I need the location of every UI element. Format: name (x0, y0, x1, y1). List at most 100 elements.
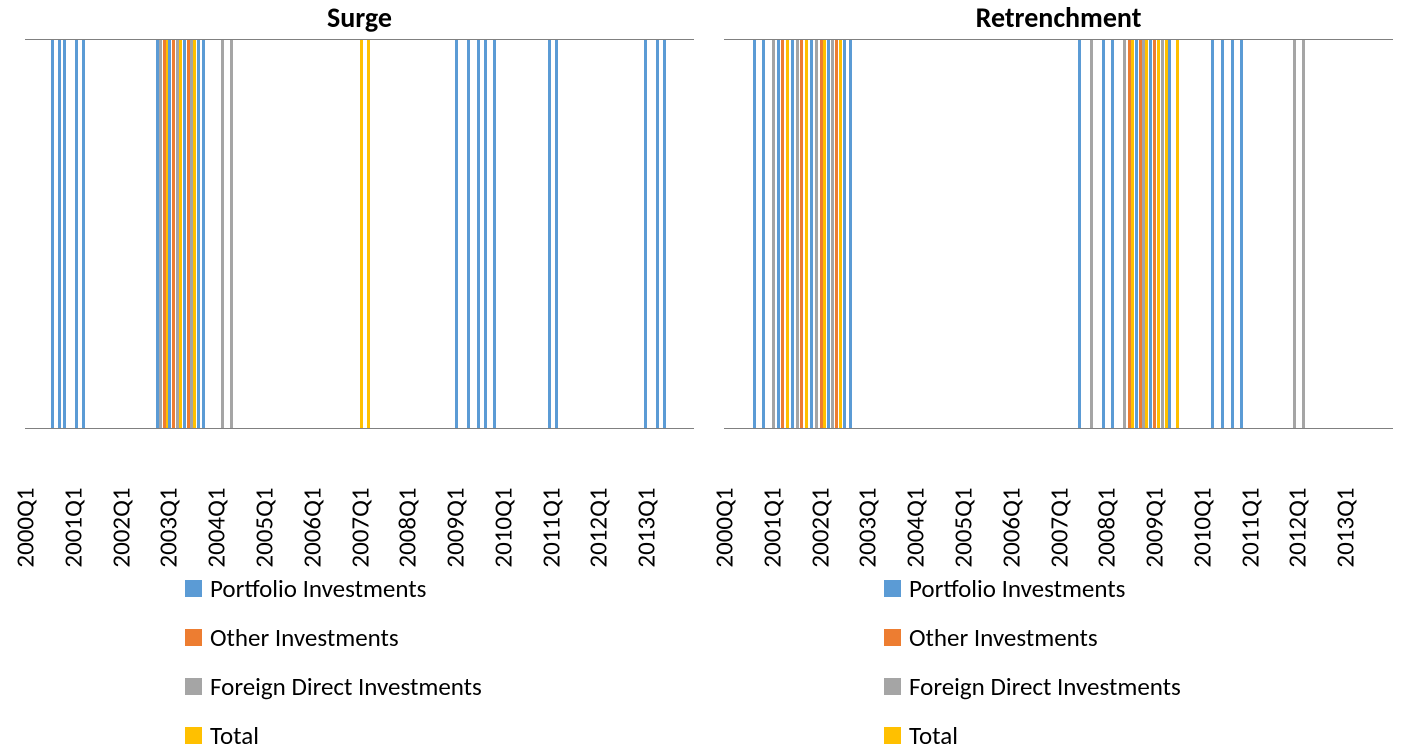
legend-item: Total (884, 720, 1393, 751)
event-bar (360, 40, 363, 428)
x-tick-label: 2001Q1 (756, 487, 787, 567)
event-bar (815, 40, 818, 428)
event-bar (791, 40, 794, 428)
event-bar (800, 40, 803, 428)
x-tick-label: 2004Q1 (900, 487, 931, 567)
event-bar (179, 40, 182, 428)
x-tick-label: 2013Q1 (631, 487, 662, 567)
event-bar (1111, 40, 1114, 428)
legend-swatch (185, 580, 202, 597)
event-bar (1165, 40, 1168, 428)
x-tick-label: 2005Q1 (947, 487, 978, 567)
event-bar (58, 40, 61, 428)
x-tick-label: 2012Q1 (583, 487, 614, 567)
legend-item: Other Investments (884, 622, 1393, 653)
x-tick-label: 2000Q1 (10, 487, 41, 567)
event-bar (1090, 40, 1093, 428)
event-bar (1145, 40, 1148, 428)
event-bar (1161, 40, 1164, 428)
x-tick-label: 2010Q1 (487, 487, 518, 567)
legend-label: Portfolio Investments (210, 573, 426, 604)
x-tick-label: 2002Q1 (105, 487, 136, 567)
x-tick-label: 2007Q1 (1043, 487, 1074, 567)
event-bar (786, 40, 789, 428)
x-tick-label: 2004Q1 (201, 487, 232, 567)
event-bar (197, 40, 200, 428)
x-tick-label: 2000Q1 (709, 487, 740, 567)
event-bar (159, 40, 162, 428)
legend-label: Total (909, 720, 958, 751)
retrenchment-title: Retrenchment (724, 0, 1393, 35)
retrenchment-panel: Retrenchment 2000Q1 2001Q1 2002Q1 2003Q1 200… (709, 0, 1408, 753)
x-tick-label: 2002Q1 (804, 487, 835, 567)
event-bar (1153, 40, 1156, 428)
event-bar (796, 40, 799, 428)
legend-label: Foreign Direct Investments (909, 671, 1181, 702)
x-tick-label: 2012Q1 (1282, 487, 1313, 567)
event-bar (839, 40, 842, 428)
event-bar (1293, 40, 1296, 428)
surge-plot (25, 39, 694, 429)
event-bar (823, 40, 826, 428)
surge-panel: Surge 2000Q12001Q12002Q12003Q12004Q12005… (10, 0, 709, 753)
x-tick-label: 2011Q1 (535, 487, 566, 567)
x-tick-label: 2008Q1 (392, 487, 423, 567)
legend-label: Portfolio Investments (909, 573, 1125, 604)
event-bar (63, 40, 66, 428)
event-bar (777, 40, 780, 428)
event-bar (1168, 40, 1171, 428)
x-tick-label: 2005Q1 (248, 487, 279, 567)
event-bar (827, 40, 830, 428)
event-bar (663, 40, 666, 428)
x-tick-label: 2003Q1 (852, 487, 883, 567)
event-bar (772, 40, 775, 428)
event-bar (1240, 40, 1243, 428)
event-bar (849, 40, 852, 428)
event-bar (1221, 40, 1224, 428)
legend-swatch (185, 629, 202, 646)
event-bar (82, 40, 85, 428)
event-bar (1231, 40, 1234, 428)
event-bar (1302, 40, 1305, 428)
event-bar (805, 40, 808, 428)
event-bar (555, 40, 558, 428)
surge-xaxis: 2000Q12001Q12002Q12003Q12004Q12005Q12006… (25, 433, 694, 543)
x-tick-label: 2003Q1 (153, 487, 184, 567)
event-bar (1176, 40, 1179, 428)
x-tick-label: 2008Q1 (1091, 487, 1122, 567)
x-tick-label: 2010Q1 (1186, 487, 1217, 567)
x-tick-label: 2013Q1 (1330, 487, 1361, 567)
event-bar (1102, 40, 1105, 428)
event-bar (1078, 40, 1081, 428)
legend-swatch (884, 629, 901, 646)
legend-label: Foreign Direct Investments (210, 671, 482, 702)
retrenchment-legend: Portfolio Investments Other Investments Fo… (884, 573, 1393, 751)
x-tick-label: 2009Q1 (440, 487, 471, 567)
event-bar (1131, 40, 1134, 428)
legend-label: Total (210, 720, 259, 751)
event-bar (831, 40, 834, 428)
x-tick-label: 2006Q1 (296, 487, 327, 567)
legend-item: Total (185, 720, 694, 751)
event-bar (1211, 40, 1214, 428)
surge-legend: Portfolio Investments Other Investments Fo… (185, 573, 694, 751)
event-bar (367, 40, 370, 428)
event-bar (1149, 40, 1152, 428)
x-tick-label: 2001Q1 (57, 487, 88, 567)
legend-item: Portfolio Investments (185, 573, 694, 604)
x-tick-label: 2007Q1 (344, 487, 375, 567)
event-bar (656, 40, 659, 428)
legend-swatch (884, 580, 901, 597)
event-bar (1135, 40, 1138, 428)
legend-label: Other Investments (909, 622, 1098, 653)
event-bar (51, 40, 54, 428)
event-bar (835, 40, 838, 428)
legend-swatch (884, 678, 901, 695)
legend-item: Foreign Direct Investments (185, 671, 694, 702)
event-bar (467, 40, 470, 428)
event-bar (484, 40, 487, 428)
legend-item: Other Investments (185, 622, 694, 653)
event-bar (193, 40, 196, 428)
event-bar (1157, 40, 1160, 428)
legend-swatch (185, 727, 202, 744)
